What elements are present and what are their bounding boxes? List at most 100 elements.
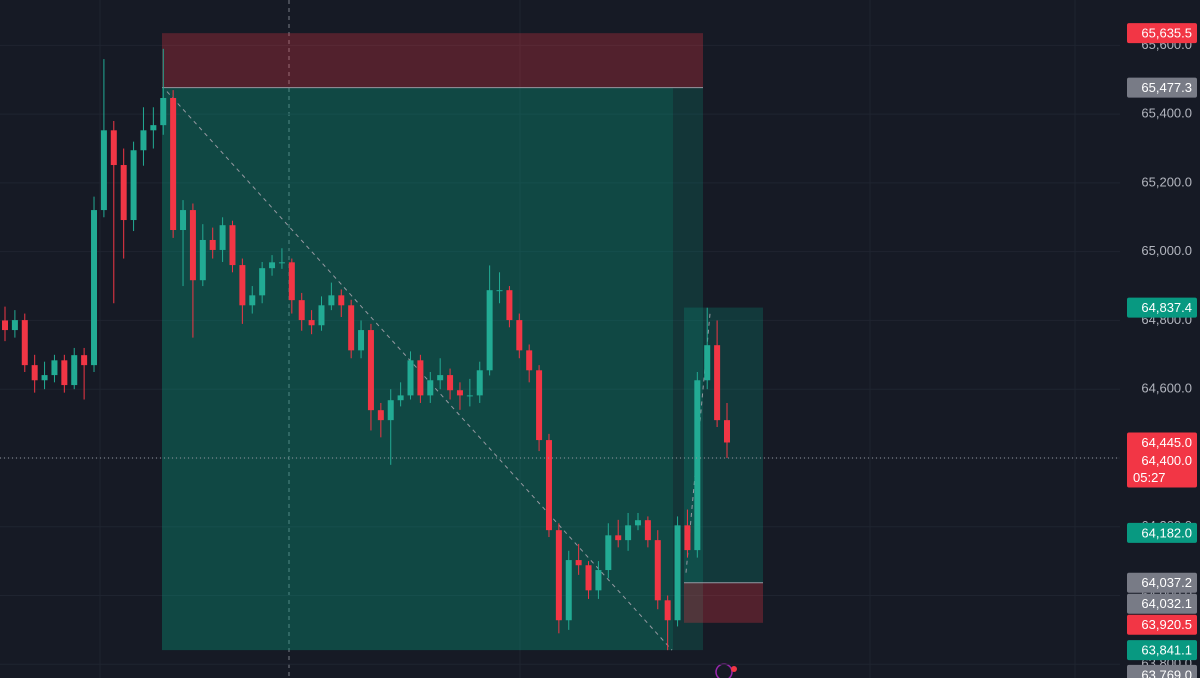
candle-body — [476, 370, 483, 396]
candle-body — [338, 295, 345, 306]
price-badge — [1127, 77, 1197, 98]
crosshair-price-label: 64,400.0 — [1141, 453, 1192, 468]
candle-body — [259, 268, 266, 296]
candle-body — [674, 525, 681, 621]
candle-body — [110, 130, 117, 166]
candle-body — [140, 130, 147, 151]
candle-body — [249, 295, 256, 306]
candle-body — [605, 535, 612, 571]
candle-body — [447, 375, 454, 391]
candle-body — [180, 210, 187, 231]
candle-body — [160, 97, 167, 126]
candle-body — [417, 360, 424, 396]
candle-body — [437, 375, 444, 381]
candle-body — [724, 420, 730, 443]
candle-body — [219, 225, 226, 250]
price-badge — [1127, 640, 1197, 661]
candle-body — [555, 530, 562, 621]
candle-body — [486, 290, 493, 371]
candle-body — [150, 125, 157, 131]
candle-body — [506, 290, 513, 321]
candle-body — [100, 130, 107, 211]
candle-body — [120, 165, 127, 221]
price-badges: 65,635.5 65,477.3 64,837.4 64,182.0 64,037.2… — [1127, 23, 1197, 678]
candle-body — [397, 395, 404, 401]
y-tick-label: 65,000.0 — [1141, 243, 1192, 258]
price-badge-label: 64,037.2 — [1141, 575, 1192, 590]
candle-body — [21, 320, 28, 366]
price-badge — [1127, 614, 1197, 635]
candle-body — [536, 370, 543, 441]
candle-body — [130, 150, 137, 221]
candle-body — [367, 330, 374, 411]
candle-body — [585, 565, 592, 591]
short-target-zone — [162, 87, 703, 651]
candle-body — [348, 305, 355, 351]
candle-body — [615, 535, 622, 541]
candle-body — [496, 290, 503, 292]
candle-body — [575, 560, 582, 566]
candle-body — [545, 440, 552, 531]
price-badge — [1127, 593, 1197, 614]
price-badge — [1127, 23, 1197, 44]
position-tools — [162, 33, 763, 651]
candle-body — [278, 262, 285, 264]
candle-body — [11, 320, 18, 331]
cursor-dot — [731, 666, 737, 672]
candle-body — [170, 97, 177, 231]
candle-body — [526, 350, 533, 371]
candle-body — [634, 520, 641, 526]
candles — [2, 48, 730, 651]
candle-body — [41, 375, 48, 381]
price-badge-label: 63,769.0 — [1141, 667, 1192, 678]
candle-body — [209, 239, 216, 250]
candle-body — [644, 520, 651, 541]
y-tick-label: 64,600.0 — [1141, 381, 1192, 396]
candle-body — [51, 360, 58, 376]
candle-body — [407, 360, 414, 396]
candle-body — [704, 345, 711, 381]
candle-body — [516, 320, 523, 351]
price-badge-label: 63,841.1 — [1141, 643, 1192, 658]
candle-body — [654, 540, 661, 601]
price-badge — [1127, 522, 1197, 543]
candle-body — [358, 330, 365, 351]
current-price-badge — [1127, 432, 1197, 488]
candle-body — [81, 355, 88, 366]
candle-body — [714, 345, 721, 421]
countdown-label: 05:27 — [1133, 470, 1166, 485]
candle-body — [565, 560, 572, 621]
candle-body — [328, 295, 335, 306]
candle-body — [318, 305, 325, 326]
candle-body — [189, 210, 196, 281]
candle-body — [694, 380, 701, 551]
candle-body — [91, 210, 98, 366]
price-badge-label: 63,920.5 — [1141, 617, 1192, 632]
candle-body — [625, 525, 632, 541]
price-badge-label: 65,477.3 — [1141, 80, 1192, 95]
long-stop-zone — [684, 582, 763, 623]
current-price-label: 64,445.0 — [1141, 435, 1192, 450]
candle-body — [61, 360, 68, 386]
price-badge — [1127, 297, 1197, 318]
price-badge-label: 64,182.0 — [1141, 525, 1192, 540]
y-tick-label: 65,400.0 — [1141, 106, 1192, 121]
price-badge-label: 65,635.5 — [1141, 26, 1192, 41]
candle-body — [387, 400, 394, 421]
candle-body — [199, 239, 206, 281]
candle-body — [427, 380, 434, 396]
candle-body — [377, 410, 384, 421]
candle-body — [664, 600, 671, 621]
short-stop-zone — [162, 33, 703, 88]
candle-body — [2, 320, 8, 331]
candle-body — [466, 395, 473, 397]
price-badge — [1127, 664, 1197, 678]
candle-body — [239, 265, 246, 306]
candle-body — [229, 225, 236, 266]
candle-body — [71, 355, 78, 386]
candle-body — [269, 262, 276, 269]
price-badge — [1127, 572, 1197, 593]
